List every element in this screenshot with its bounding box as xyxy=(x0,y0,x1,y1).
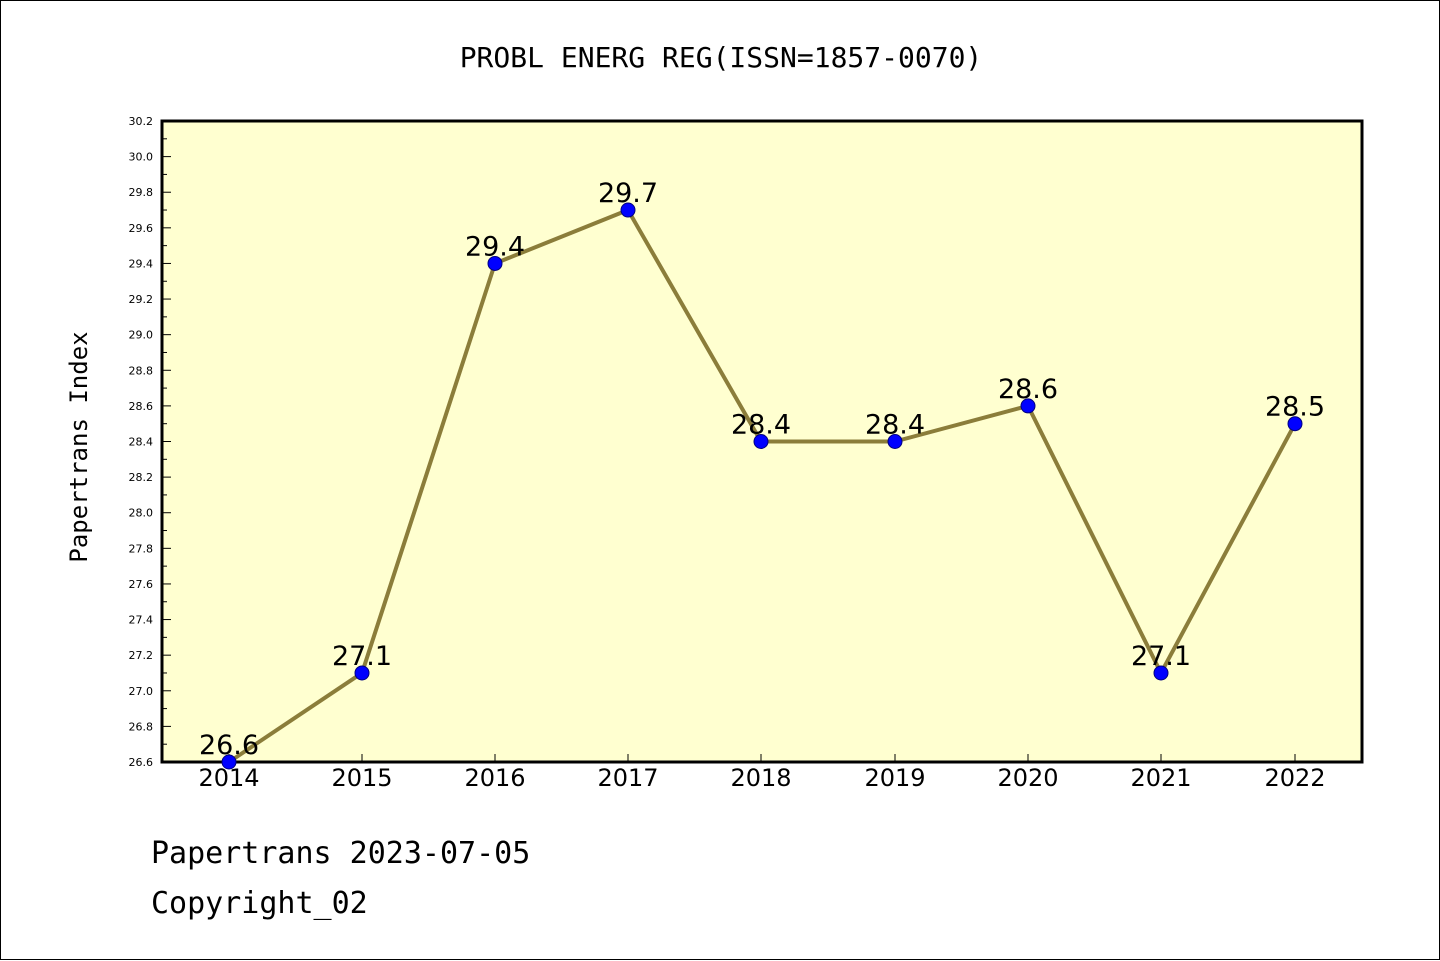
y-axis-label: Papertrans Index xyxy=(65,331,93,562)
y-tick-label: 28.0 xyxy=(129,507,154,520)
x-tick-label: 2020 xyxy=(997,764,1058,792)
x-tick-label: 2022 xyxy=(1264,764,1325,792)
y-tick-label: 27.8 xyxy=(129,542,154,555)
data-label: 27.1 xyxy=(332,641,392,672)
y-tick-label: 29.2 xyxy=(129,293,154,306)
data-point xyxy=(753,434,769,449)
data-labels: 26.6 27.1 29.4 29.7 28.4 28.4 28.6 27.1 28.5 xyxy=(199,178,1325,761)
chart-title: PROBL ENERG REG(ISSN=1857-0070) xyxy=(460,41,983,74)
y-tick-label: 29.4 xyxy=(129,257,154,270)
y-tick-label: 28.6 xyxy=(129,400,154,413)
data-label: 26.6 xyxy=(199,730,259,761)
x-tick-label: 2021 xyxy=(1130,764,1191,792)
y-tick-label: 27.2 xyxy=(129,649,154,662)
x-tick-label: 2019 xyxy=(864,764,925,792)
data-label: 29.7 xyxy=(598,178,658,209)
y-tick-label: 28.2 xyxy=(129,471,154,484)
data-label: 28.5 xyxy=(1265,392,1325,423)
x-tick-label: 2015 xyxy=(331,764,392,792)
y-tick-label: 27.6 xyxy=(129,578,154,591)
data-label: 29.4 xyxy=(465,231,525,262)
y-axis-ticks: 26.6 26.8 27.0 27.2 27.4 27.6 27.8 28.0 28.2 28.4… xyxy=(129,115,171,769)
data-series xyxy=(221,202,1303,770)
y-tick-label: 26.6 xyxy=(129,756,154,769)
data-point xyxy=(487,255,503,271)
data-point xyxy=(887,434,903,449)
footer-copyright: Copyright_02 xyxy=(151,886,368,921)
y-tick-label: 27.0 xyxy=(129,685,154,698)
data-point xyxy=(1287,416,1303,432)
y-tick-label: 26.8 xyxy=(129,720,154,733)
y-tick-label: 30.2 xyxy=(129,115,154,128)
data-point xyxy=(1153,665,1169,681)
y-tick-label: 29.6 xyxy=(129,222,154,235)
y-tick-label: 29.8 xyxy=(129,186,154,199)
x-tick-label: 2018 xyxy=(730,764,791,792)
data-point xyxy=(221,754,237,770)
y-tick-label: 28.8 xyxy=(129,364,154,377)
data-label: 28.6 xyxy=(998,374,1058,405)
y-tick-label: 28.4 xyxy=(129,436,154,449)
y-tick-label: 30.0 xyxy=(129,151,154,164)
data-label: 28.4 xyxy=(865,410,925,441)
x-tick-label: 2017 xyxy=(597,764,658,792)
data-point xyxy=(354,665,370,681)
x-tick-label: 2016 xyxy=(464,764,525,792)
y-tick-label: 27.4 xyxy=(129,614,154,627)
data-point xyxy=(620,202,636,218)
data-label: 28.4 xyxy=(731,410,791,441)
x-axis-ticks: 2014 2015 2016 2017 2018 2019 2020 2021 2022 xyxy=(198,754,1326,792)
y-tick-label: 29.0 xyxy=(129,329,154,342)
data-label: 27.1 xyxy=(1131,641,1191,672)
data-point xyxy=(1020,398,1036,414)
footer-brand-date: Papertrans 2023-07-05 xyxy=(151,836,531,871)
